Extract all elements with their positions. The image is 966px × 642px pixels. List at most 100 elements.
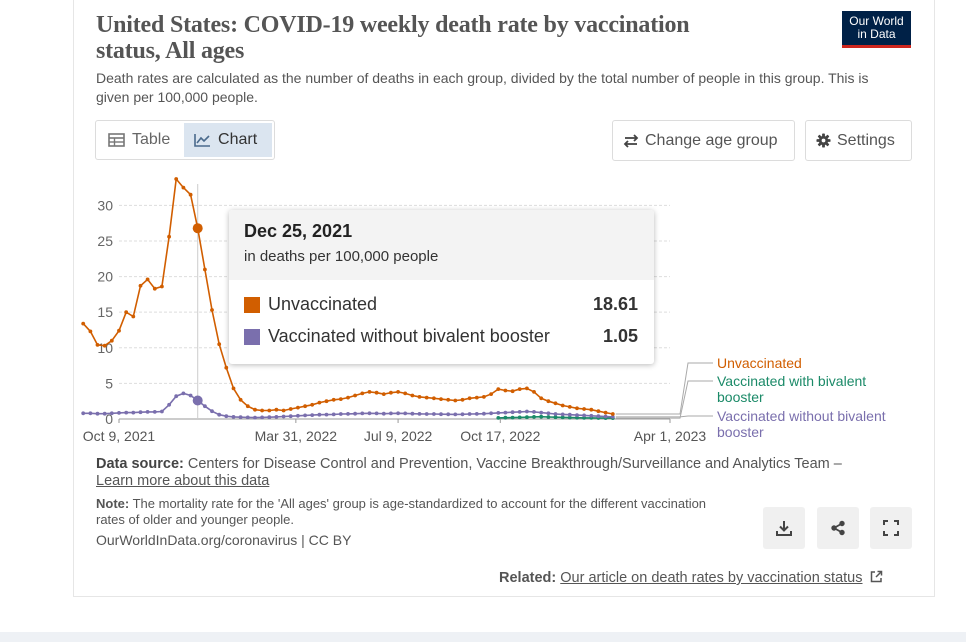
note-label: Note: bbox=[96, 496, 130, 511]
data-point bbox=[567, 412, 572, 417]
data-point bbox=[603, 414, 608, 419]
owid-logo[interactable]: Our World in Data bbox=[842, 11, 911, 48]
data-point bbox=[217, 412, 222, 417]
learn-more-link[interactable]: Learn more about this data bbox=[96, 473, 270, 489]
related-article-link[interactable]: Our article on death rates by vaccinatio… bbox=[560, 570, 863, 586]
data-point bbox=[517, 415, 522, 420]
y-tick-label: 20 bbox=[97, 269, 113, 285]
data-source: Data source: Centers for Disease Control… bbox=[96, 456, 876, 490]
data-point bbox=[303, 413, 307, 418]
x-tick-label: Oct 9, 2021 bbox=[83, 428, 156, 444]
data-point bbox=[567, 415, 572, 420]
data-point bbox=[367, 411, 372, 416]
tab-chart-label: Chart bbox=[218, 131, 258, 148]
data-point bbox=[553, 401, 558, 406]
data-point bbox=[546, 415, 551, 419]
related-label: Related: bbox=[499, 570, 557, 586]
legend-connector bbox=[615, 415, 713, 418]
y-tick-label: 0 bbox=[105, 411, 113, 427]
data-point bbox=[446, 397, 451, 402]
x-tick-label: Mar 31, 2022 bbox=[255, 428, 338, 444]
data-point bbox=[532, 390, 536, 394]
data-point bbox=[331, 397, 336, 402]
data-point bbox=[503, 415, 508, 420]
data-point bbox=[532, 415, 536, 419]
legend-label: Vaccinated with bivalent bbox=[717, 373, 866, 389]
data-point bbox=[503, 410, 508, 415]
data-point bbox=[260, 408, 264, 413]
y-tick-label: 15 bbox=[97, 304, 113, 320]
data-point bbox=[439, 412, 443, 417]
highlight-point bbox=[192, 223, 203, 234]
legend-connector bbox=[615, 362, 713, 415]
data-point bbox=[174, 394, 179, 399]
data-point bbox=[124, 310, 129, 315]
data-point bbox=[589, 407, 594, 412]
data-point bbox=[167, 402, 172, 407]
data-point bbox=[589, 413, 594, 418]
data-point bbox=[410, 393, 415, 398]
x-tick-label: Jul 9, 2022 bbox=[364, 428, 433, 444]
tooltip-header bbox=[229, 210, 654, 280]
fullscreen-button[interactable] bbox=[870, 507, 912, 549]
data-point bbox=[203, 404, 207, 409]
data-point bbox=[253, 415, 257, 420]
data-point bbox=[424, 412, 429, 416]
data-point bbox=[446, 412, 451, 417]
data-point bbox=[245, 404, 250, 409]
page-bottom-strip bbox=[0, 632, 966, 642]
tooltip-unit: in deaths per 100,000 people bbox=[244, 248, 439, 265]
data-point bbox=[410, 411, 415, 416]
external-link-icon[interactable] bbox=[870, 570, 883, 583]
data-point bbox=[467, 412, 472, 416]
share-button[interactable] bbox=[817, 507, 859, 549]
swap-arrows-icon bbox=[623, 133, 639, 148]
data-point bbox=[489, 411, 493, 416]
data-point bbox=[460, 412, 465, 417]
data-point bbox=[381, 392, 386, 396]
line-chart[interactable]: 0 5 10 15 20 25 30 Oct 9, 2021 Mar 31, 2022 Jul … bbox=[0, 0, 966, 460]
data-point bbox=[317, 412, 322, 417]
change-age-group-label: Change age group bbox=[645, 131, 778, 149]
hover-tooltip: Dec 25, 2021 in deaths per 100,000 peopl… bbox=[229, 210, 654, 364]
gear-icon bbox=[816, 133, 831, 148]
data-point bbox=[88, 411, 93, 416]
data-point bbox=[317, 400, 322, 405]
data-point bbox=[260, 415, 264, 420]
tab-chart[interactable]: Chart bbox=[184, 123, 272, 157]
data-point bbox=[303, 404, 307, 409]
logo-line-1: Our World bbox=[849, 14, 904, 28]
data-point bbox=[510, 410, 515, 415]
data-point bbox=[131, 314, 136, 319]
tab-table[interactable]: Table bbox=[96, 121, 184, 159]
data-point bbox=[224, 414, 229, 419]
data-point bbox=[231, 386, 236, 391]
download-button[interactable] bbox=[763, 507, 805, 549]
data-point bbox=[353, 393, 357, 398]
y-axis-ticks: 0 5 10 15 20 25 30 bbox=[97, 197, 113, 427]
data-point bbox=[510, 389, 515, 394]
data-point bbox=[596, 414, 601, 419]
data-point bbox=[174, 177, 179, 181]
data-point bbox=[238, 415, 243, 420]
settings-button[interactable]: Settings bbox=[805, 120, 912, 161]
view-tabs: Table Chart bbox=[95, 120, 275, 160]
data-point bbox=[525, 409, 529, 414]
data-point bbox=[453, 412, 458, 417]
change-age-group-button[interactable]: Change age group bbox=[612, 120, 795, 161]
data-point bbox=[245, 415, 250, 420]
data-point bbox=[582, 413, 586, 418]
data-point bbox=[510, 415, 515, 420]
data-point bbox=[152, 286, 157, 291]
y-tick-label: 5 bbox=[105, 375, 113, 391]
data-point bbox=[403, 411, 408, 416]
tooltip-date: Dec 25, 2021 bbox=[244, 221, 353, 241]
data-point bbox=[274, 407, 279, 412]
data-point bbox=[102, 343, 107, 348]
related-article: Related: Our article on death rates by v… bbox=[499, 570, 883, 586]
data-point bbox=[267, 415, 272, 420]
data-point bbox=[424, 395, 429, 400]
data-point bbox=[575, 415, 579, 420]
chart-note: Note: The mortality rate for the 'All ag… bbox=[96, 496, 736, 528]
data-point bbox=[310, 413, 315, 417]
